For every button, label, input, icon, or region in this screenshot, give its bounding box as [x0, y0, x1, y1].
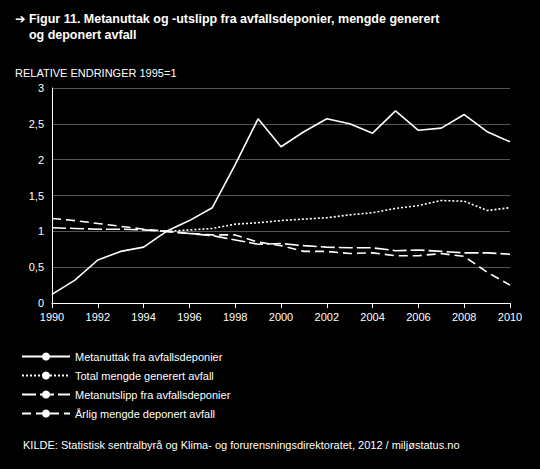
svg-text:og deponert avfall: og deponert avfall	[15, 28, 137, 42]
svg-text:3: 3	[38, 82, 44, 94]
svg-text:2010: 2010	[498, 311, 522, 323]
svg-text:1996: 1996	[177, 311, 201, 323]
svg-text:Årlig mengde deponert avfall: Årlig mengde deponert avfall	[75, 408, 215, 420]
svg-text:1998: 1998	[223, 311, 247, 323]
svg-text:2: 2	[38, 154, 44, 166]
svg-text:1992: 1992	[86, 311, 110, 323]
svg-text:2004: 2004	[360, 311, 384, 323]
svg-text:1: 1	[38, 225, 44, 237]
svg-text:1990: 1990	[40, 311, 64, 323]
svg-text:Metanuttak fra avfallsdeponier: Metanuttak fra avfallsdeponier	[75, 351, 223, 363]
svg-text:2000: 2000	[269, 311, 293, 323]
svg-text:1,5: 1,5	[29, 190, 44, 202]
svg-text:2008: 2008	[452, 311, 476, 323]
svg-text:2002: 2002	[315, 311, 339, 323]
svg-text:KILDE: Statistisk sentralbyrå: KILDE: Statistisk sentralbyrå og Klima- …	[23, 439, 460, 451]
svg-text:➔ Figur 11. Metanuttak og -uts: ➔ Figur 11. Metanuttak og -utslipp fra a…	[15, 12, 440, 26]
svg-text:RELATIVE ENDRINGER 1995=1: RELATIVE ENDRINGER 1995=1	[15, 67, 177, 79]
svg-text:2006: 2006	[406, 311, 430, 323]
svg-text:Metanutslipp fra avfallsdeponi: Metanutslipp fra avfallsdeponier	[75, 389, 231, 401]
svg-text:1994: 1994	[131, 311, 155, 323]
svg-text:0,5: 0,5	[29, 261, 44, 273]
svg-text:0: 0	[38, 297, 44, 309]
svg-text:Total mengde generert avfall: Total mengde generert avfall	[75, 370, 214, 382]
svg-text:2,5: 2,5	[29, 118, 44, 130]
